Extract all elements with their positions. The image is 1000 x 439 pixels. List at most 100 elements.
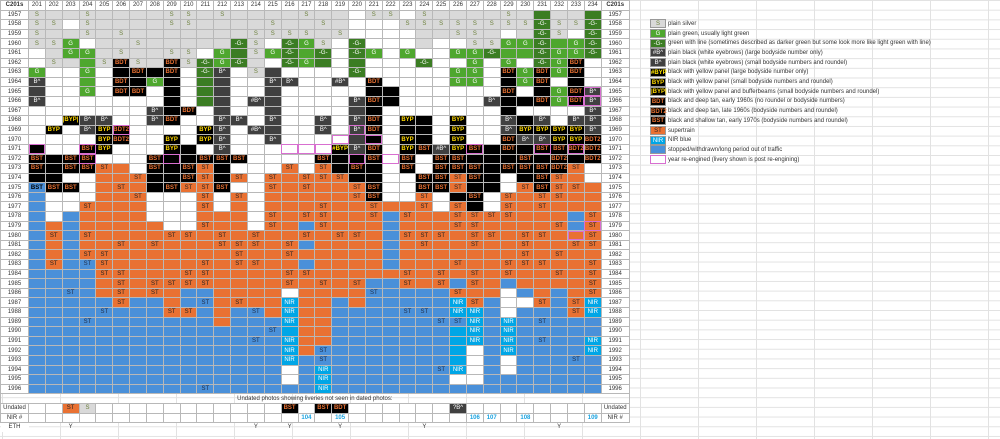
livery-cell	[482, 239, 501, 251]
livery-cell	[364, 326, 383, 337]
livery-cell	[145, 124, 164, 136]
livery-cell	[213, 297, 232, 308]
eth-cell	[130, 423, 147, 432]
livery-cell: S	[162, 19, 181, 30]
livery-cell: ST	[398, 211, 417, 222]
year-label: 1960	[0, 38, 29, 49]
livery-cell: G	[516, 38, 535, 49]
eth-cell	[365, 423, 382, 432]
livery-cell: ST	[314, 278, 333, 289]
livery-cell: G	[499, 57, 518, 69]
year-label: 1975	[0, 182, 29, 193]
year-label-right: 1989	[600, 316, 630, 328]
year-row: 1965 G BDT BDT BDT G BDT B^ 1965	[0, 86, 630, 97]
column-header: 221	[364, 0, 383, 11]
livery-cell: BST	[533, 172, 552, 184]
livery-cell: BDT	[364, 143, 383, 155]
livery-cell	[516, 268, 535, 280]
livery-cell	[145, 57, 164, 69]
livery-cell	[297, 19, 316, 30]
livery-cell	[314, 297, 333, 308]
livery-cell	[482, 268, 501, 280]
column-header: 205	[95, 0, 114, 11]
legend-label: NIR blue	[668, 137, 692, 144]
livery-cell	[499, 28, 518, 40]
undated-cell	[145, 402, 164, 414]
livery-cell	[567, 153, 585, 165]
livery-cell: ST	[415, 191, 434, 203]
livery-cell	[280, 134, 299, 145]
livery-cell: BYP	[567, 134, 585, 145]
livery-cell	[28, 115, 46, 126]
livery-cell	[331, 297, 350, 308]
livery-cell	[95, 47, 114, 59]
year-label-right: 1966	[600, 95, 630, 107]
livery-cell	[297, 86, 316, 97]
livery-cell	[230, 326, 248, 337]
livery-cell	[145, 67, 164, 78]
year-row: 1996 ST NIR 1996	[0, 383, 630, 395]
nir-number-cell	[415, 412, 434, 424]
livery-cell	[129, 326, 147, 337]
year-label-right: 1990	[600, 326, 630, 337]
livery-cell: ST	[583, 220, 602, 232]
livery-cell: BYP	[196, 124, 215, 136]
livery-cell	[280, 105, 299, 117]
livery-cell	[162, 268, 181, 280]
livery-cell	[348, 153, 366, 165]
livery-cell	[179, 28, 198, 40]
livery-cell: S	[499, 19, 518, 30]
livery-cell: S	[499, 9, 518, 21]
livery-cell	[364, 364, 383, 376]
livery-cell	[415, 67, 434, 78]
livery-cell: BDT	[112, 76, 131, 88]
livery-cell	[449, 326, 467, 337]
year-label: 1996	[0, 383, 29, 395]
livery-cell	[280, 287, 299, 299]
livery-cell: S	[381, 9, 400, 21]
livery-cell	[297, 259, 316, 270]
nir-number-cell	[145, 412, 164, 424]
year-label: 1971	[0, 143, 29, 155]
livery-cell: ST	[533, 201, 552, 213]
year-row: 1972 BST BST BST BST BST BST BST BST BST BST BST BST…	[0, 153, 630, 165]
livery-cell	[398, 287, 417, 299]
livery-cell	[348, 19, 366, 30]
year-label-right: 1986	[600, 287, 630, 299]
livery-cell: BST	[415, 182, 434, 193]
livery-cell	[280, 9, 299, 21]
livery-cell	[196, 249, 215, 261]
livery-cell	[44, 220, 63, 232]
nir-number-cell	[213, 412, 232, 424]
livery-cell: B^	[499, 115, 518, 126]
eth-cell	[113, 423, 130, 432]
livery-cell	[246, 86, 265, 97]
column-header: 201	[28, 0, 46, 11]
livery-cell: BST	[432, 153, 451, 165]
livery-cell	[331, 287, 350, 299]
livery-cell	[364, 163, 383, 174]
livery-cell: ST	[196, 268, 215, 280]
livery-cell	[314, 316, 333, 328]
livery-cell: -G-	[280, 57, 299, 69]
livery-cell	[398, 220, 417, 232]
livery-cell	[482, 182, 501, 193]
year-label: 1976	[0, 191, 29, 203]
livery-cell: ST	[533, 297, 552, 308]
year-label-right: 1975	[600, 182, 630, 193]
livery-cell	[179, 345, 198, 356]
livery-cell	[61, 134, 80, 145]
livery-cell	[364, 86, 383, 97]
livery-cell: B^	[145, 105, 164, 117]
livery-cell	[61, 28, 80, 40]
livery-cell: NIR	[280, 354, 299, 366]
livery-cell	[95, 374, 114, 385]
livery-cell	[482, 364, 501, 376]
livery-cell	[482, 307, 501, 318]
livery-cell: S	[179, 9, 198, 21]
livery-cell: BST	[533, 163, 552, 174]
livery-cell	[449, 249, 467, 261]
year-label-right: 1982	[600, 249, 630, 261]
livery-cell	[516, 326, 535, 337]
livery-cell	[196, 316, 215, 328]
